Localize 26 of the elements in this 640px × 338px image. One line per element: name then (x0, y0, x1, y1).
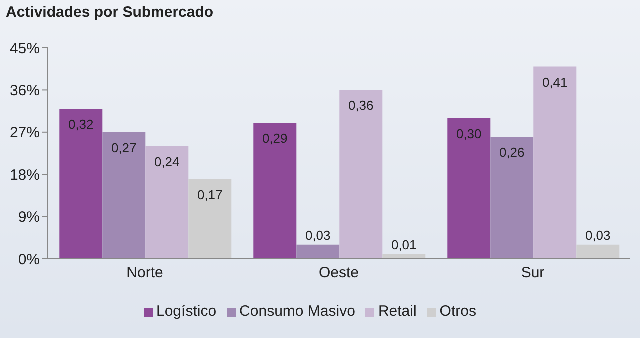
legend-label: Retail (378, 303, 417, 320)
y-tick-label: 9% (18, 209, 40, 226)
legend-label: Logístico (156, 303, 217, 320)
data-label: 0,03 (585, 228, 611, 243)
data-label: 0,03 (305, 228, 331, 243)
legend-label: Otros (440, 303, 476, 320)
data-label: 0,36 (348, 98, 374, 114)
y-tick-label: 45% (10, 40, 40, 58)
data-label: 0,17 (197, 187, 223, 202)
data-label: 0,32 (68, 116, 94, 132)
x-tick-label: Norte (126, 264, 164, 282)
y-tick-label: 18% (10, 166, 40, 184)
data-label: 0,24 (154, 154, 180, 170)
data-label: 0,27 (111, 140, 137, 156)
data-label: 0,29 (262, 131, 288, 146)
y-tick-label: 36% (10, 82, 40, 100)
data-label: 0,01 (391, 237, 417, 252)
data-label: 0,26 (499, 145, 525, 160)
y-tick-label: 27% (10, 124, 40, 142)
legend-label: Consumo Masivo (240, 303, 356, 320)
data-label: 0,30 (456, 126, 482, 142)
x-tick-label: Sur (521, 264, 545, 282)
data-label: 0,41 (542, 74, 568, 90)
x-tick-label: Oeste (318, 264, 360, 282)
chart-title: Actividades por Submercado (6, 4, 214, 21)
y-tick-label: 0% (18, 251, 40, 268)
